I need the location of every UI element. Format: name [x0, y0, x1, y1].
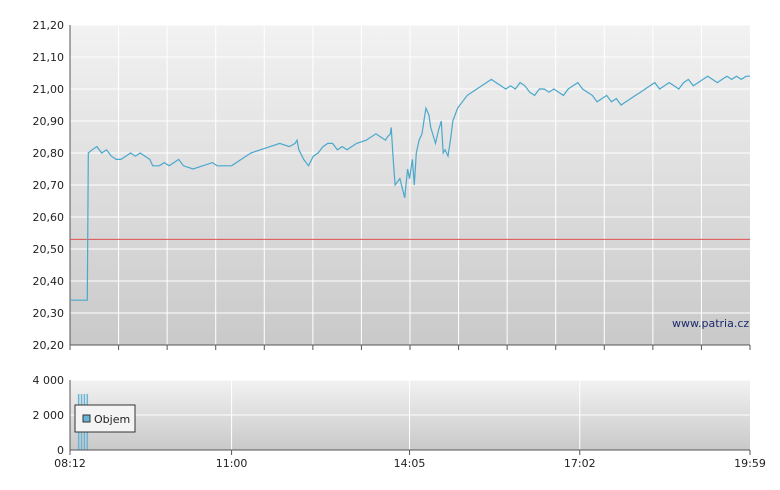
price-y-tick-label: 20,60 — [33, 211, 65, 224]
price-y-tick-label: 20,50 — [33, 243, 65, 256]
volume-x-tick-label: 11:00 — [216, 457, 248, 470]
price-y-tick-label: 20,20 — [33, 339, 65, 352]
volume-x-tick-labels: 08:12 11:00 14:05 17:02 19:59 — [54, 450, 766, 470]
volume-y-tick-labels: 0 2 000 4 000 — [33, 374, 65, 457]
price-y-tick-label: 20,30 — [33, 307, 65, 320]
volume-x-tick-label: 19:59 — [734, 457, 766, 470]
volume-y-tick-label: 4 000 — [33, 374, 65, 387]
volume-y-tick-label: 0 — [57, 444, 64, 457]
price-y-tick-label: 20,80 — [33, 147, 65, 160]
volume-panel: 0 2 000 4 000 08:12 11:00 14:05 17:02 19:59 Ob… — [33, 374, 766, 470]
price-y-tick-labels: 20,20 20,30 20,40 20,50 20,60 20,70 20,80 20,90… — [33, 19, 65, 352]
legend-label: Objem — [94, 413, 130, 426]
price-y-tick-label: 21,00 — [33, 83, 65, 96]
volume-x-tick-label: 08:12 — [54, 457, 86, 470]
price-y-tick-label: 20,70 — [33, 179, 65, 192]
price-series-line — [70, 75, 750, 301]
volume-y-tick-label: 2 000 — [33, 409, 65, 422]
price-y-tick-label: 21,10 — [33, 51, 65, 64]
price-y-tick-label: 20,90 — [33, 115, 65, 128]
volume-legend: Objem — [74, 404, 136, 433]
legend-swatch — [82, 414, 91, 423]
volume-x-tick-label: 14:05 — [394, 457, 426, 470]
volume-grid-vertical — [231, 380, 581, 450]
watermark: www.patria.cz — [672, 317, 749, 330]
price-x-tick-marks — [69, 345, 751, 350]
volume-x-tick-label: 17:02 — [564, 457, 596, 470]
price-y-tick-label: 21,20 — [33, 19, 65, 32]
price-y-tick-label: 20,40 — [33, 275, 65, 288]
price-grid-vertical — [118, 25, 702, 345]
price-panel: 20,20 20,30 20,40 20,50 20,60 20,70 20,80 20,90… — [33, 19, 751, 352]
